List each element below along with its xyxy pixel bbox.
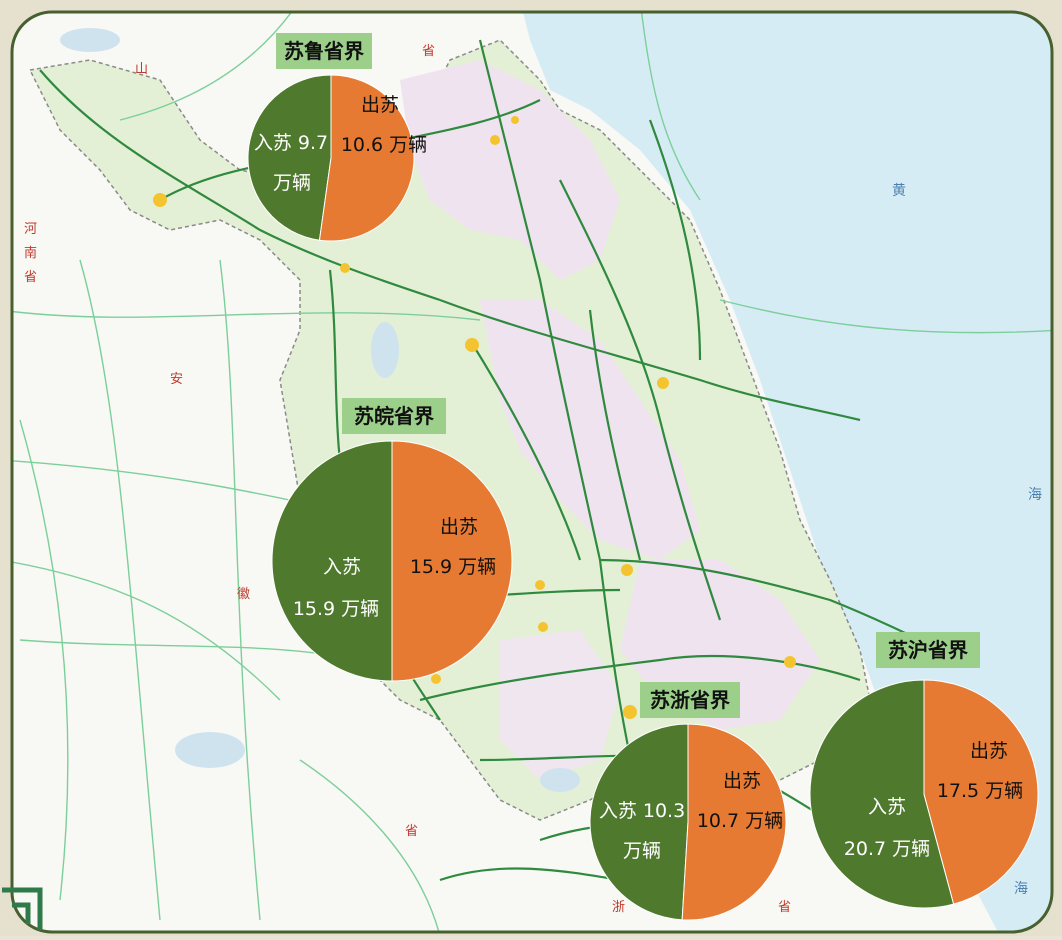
pie-out-value-suhu: 17.5 万辆: [936, 780, 1024, 802]
pie-title-suwan: 苏皖省界: [342, 398, 446, 434]
map-label-zhejiang-zhe: 浙: [612, 900, 626, 915]
pie-in-value-suhu: 20.7 万辆: [843, 838, 931, 860]
pie-out-value-sulu: 10.6 万辆: [340, 134, 428, 156]
pie-in-label-suzhe: 入苏 10.3: [598, 800, 686, 822]
pie-out-label-suzhe: 出苏: [722, 770, 761, 792]
pie-in-label-suwan: 入苏: [322, 556, 361, 578]
pie-title-suzhe: 苏浙省界: [640, 682, 740, 718]
corner-ornament: [2, 887, 43, 930]
lake: [60, 28, 120, 52]
city-markers: [153, 116, 796, 719]
sea-label-hai: 海: [1028, 487, 1042, 503]
region-pink-north: [400, 60, 620, 280]
pie-slice-inbound-suwan: [271, 440, 393, 682]
pie-slice-inbound-suzhe: [589, 723, 689, 921]
map-label-anhui-hui: 徽: [237, 587, 251, 602]
lake: [540, 768, 580, 792]
pie-out-label-suwan: 出苏: [439, 516, 478, 538]
pie-charts: [247, 74, 1039, 921]
map-label-henan-he: 河: [24, 222, 38, 237]
region-pink-middle: [480, 300, 700, 560]
map-label-zhejiang-sheng: 省: [778, 900, 792, 915]
map-label-shandong: 山: [135, 62, 149, 77]
pie-in-value-suwan: 15.9 万辆: [292, 598, 380, 620]
pie-title-suhu: 苏沪省界: [876, 632, 980, 668]
pie-title-sulu: 苏鲁省界: [276, 33, 372, 69]
frame-border: [10, 10, 1054, 934]
pie-in-label-sulu: 入苏 9.7: [253, 132, 329, 154]
lake: [175, 732, 245, 768]
sea-label-huang: 黄: [892, 183, 906, 199]
map-label-sheng-top: 省: [422, 44, 436, 59]
pie-in-unit-suzhe: 万辆: [622, 840, 661, 862]
sea-label-hai-2: 海: [1014, 881, 1028, 897]
pie-slice-outbound-suzhe: [681, 723, 787, 921]
pie-out-label-suhu: 出苏: [969, 740, 1008, 762]
pie-slice-outbound-sulu: [318, 74, 415, 242]
pie-slice-outbound-suhu: [923, 679, 1039, 905]
map-label-anhui-an: 安: [170, 372, 184, 387]
pie-in-unit-sulu: 万辆: [272, 172, 311, 194]
pie-slice-inbound-sulu: [247, 74, 332, 241]
map-label-henan-sheng: 省: [24, 270, 38, 285]
pie-out-value-suzhe: 10.7 万辆: [696, 810, 784, 832]
pie-out-value-suwan: 15.9 万辆: [409, 556, 497, 578]
pie-out-label-sulu: 出苏: [360, 94, 399, 116]
pie-in-label-suhu: 入苏: [867, 796, 906, 818]
highways: [39, 39, 961, 882]
lake: [371, 322, 399, 378]
region-pink-southwest: [500, 630, 620, 780]
pie-slice-inbound-suhu: [809, 679, 955, 909]
map-label-sheng-bottom: 省: [405, 824, 419, 839]
map-label-henan-nan: 南: [24, 246, 38, 261]
pie-slice-outbound-suwan: [391, 440, 513, 682]
